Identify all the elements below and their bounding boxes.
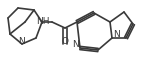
Text: N: N xyxy=(19,37,25,46)
Text: NH: NH xyxy=(36,17,50,26)
Text: N: N xyxy=(72,40,79,49)
Text: O: O xyxy=(61,37,68,46)
Text: N: N xyxy=(113,30,120,39)
